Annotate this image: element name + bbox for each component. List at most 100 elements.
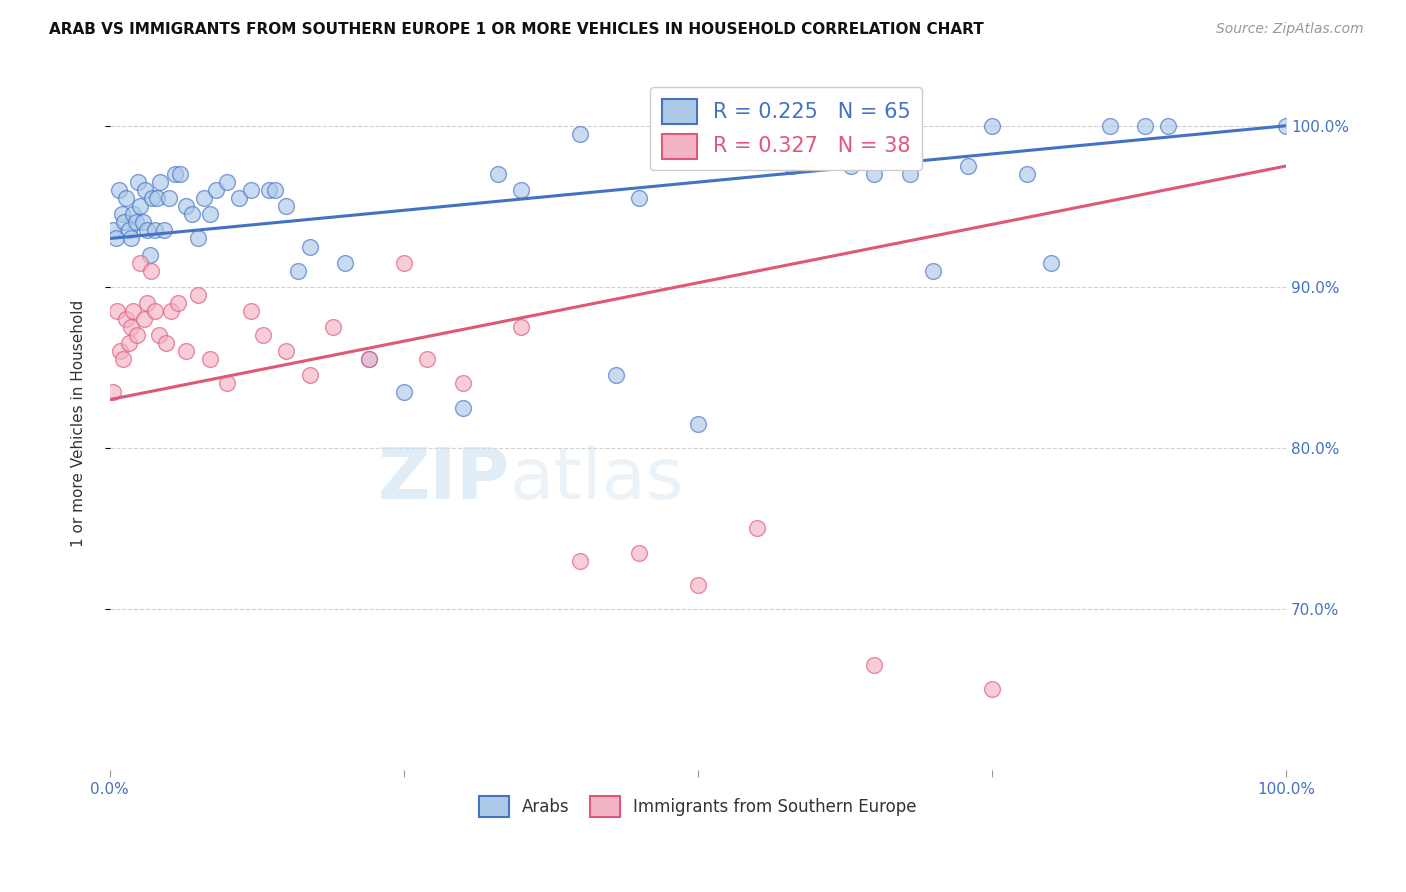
- Point: [193, 191, 215, 205]
- Text: ARAB VS IMMIGRANTS FROM SOUTHERN EUROPE 1 OR MORE VEHICLES IN HOUSEHOLD CORRELAT: ARAB VS IMMIGRANTS FROM SOUTHERN EUROPE …: [49, 22, 984, 37]
- Point: [127, 175, 149, 189]
- Point: [129, 199, 152, 213]
- Point: [153, 223, 176, 237]
- Point: [111, 352, 134, 367]
- Point: [139, 263, 162, 277]
- Point: [263, 183, 285, 197]
- Point: [198, 352, 221, 367]
- Point: [980, 119, 1002, 133]
- Point: [257, 183, 280, 197]
- Point: [922, 263, 945, 277]
- Point: [146, 191, 169, 205]
- Point: [160, 304, 183, 318]
- Text: atlas: atlas: [510, 444, 685, 514]
- Point: [104, 231, 127, 245]
- Point: [1157, 119, 1180, 133]
- Point: [108, 183, 131, 197]
- Point: [510, 183, 533, 197]
- Point: [149, 175, 172, 189]
- Point: [132, 312, 155, 326]
- Text: ZIP: ZIP: [377, 444, 510, 514]
- Point: [103, 223, 125, 237]
- Point: [1275, 119, 1298, 133]
- Point: [115, 191, 138, 205]
- Point: [132, 215, 155, 229]
- Point: [163, 167, 186, 181]
- Point: [839, 159, 862, 173]
- Point: [745, 521, 768, 535]
- Point: [240, 183, 263, 197]
- Point: [276, 199, 298, 213]
- Point: [167, 296, 190, 310]
- Point: [176, 344, 198, 359]
- Point: [143, 223, 166, 237]
- Point: [287, 263, 309, 277]
- Point: [122, 304, 145, 318]
- Point: [745, 151, 768, 165]
- Point: [240, 304, 263, 318]
- Point: [686, 417, 709, 431]
- Point: [392, 384, 415, 399]
- Point: [187, 288, 209, 302]
- Point: [118, 223, 141, 237]
- Point: [122, 207, 145, 221]
- Point: [863, 167, 886, 181]
- Point: [118, 336, 141, 351]
- Point: [392, 255, 415, 269]
- Point: [143, 304, 166, 318]
- Point: [486, 167, 509, 181]
- Point: [120, 231, 142, 245]
- Point: [1039, 255, 1062, 269]
- Point: [112, 215, 135, 229]
- Point: [1017, 167, 1039, 181]
- Point: [105, 304, 128, 318]
- Point: [804, 151, 827, 165]
- Point: [148, 328, 170, 343]
- Point: [980, 682, 1002, 697]
- Point: [110, 344, 132, 359]
- Point: [569, 127, 592, 141]
- Point: [721, 143, 744, 157]
- Point: [451, 401, 474, 415]
- Point: [780, 159, 803, 173]
- Point: [217, 175, 239, 189]
- Point: [120, 320, 142, 334]
- Point: [187, 231, 209, 245]
- Point: [298, 239, 321, 253]
- Point: [276, 344, 298, 359]
- Point: [181, 207, 204, 221]
- Point: [157, 191, 180, 205]
- Point: [169, 167, 191, 181]
- Point: [155, 336, 177, 351]
- Point: [298, 368, 321, 383]
- Point: [129, 255, 152, 269]
- Point: [136, 296, 159, 310]
- Point: [1133, 119, 1156, 133]
- Point: [115, 312, 138, 326]
- Point: [416, 352, 439, 367]
- Point: [863, 658, 886, 673]
- Point: [217, 376, 239, 391]
- Point: [605, 368, 627, 383]
- Point: [134, 183, 156, 197]
- Point: [628, 191, 651, 205]
- Point: [204, 183, 226, 197]
- Point: [898, 167, 921, 181]
- Legend: Arabs, Immigrants from Southern Europe: Arabs, Immigrants from Southern Europe: [472, 789, 924, 824]
- Point: [228, 191, 250, 205]
- Point: [628, 545, 651, 559]
- Point: [451, 376, 474, 391]
- Point: [333, 255, 356, 269]
- Point: [110, 207, 132, 221]
- Point: [252, 328, 274, 343]
- Point: [136, 223, 159, 237]
- Point: [664, 135, 686, 149]
- Point: [510, 320, 533, 334]
- Point: [1098, 119, 1121, 133]
- Point: [686, 578, 709, 592]
- Point: [103, 384, 125, 399]
- Point: [139, 247, 162, 261]
- Y-axis label: 1 or more Vehicles in Household: 1 or more Vehicles in Household: [72, 300, 86, 548]
- Point: [198, 207, 221, 221]
- Point: [357, 352, 380, 367]
